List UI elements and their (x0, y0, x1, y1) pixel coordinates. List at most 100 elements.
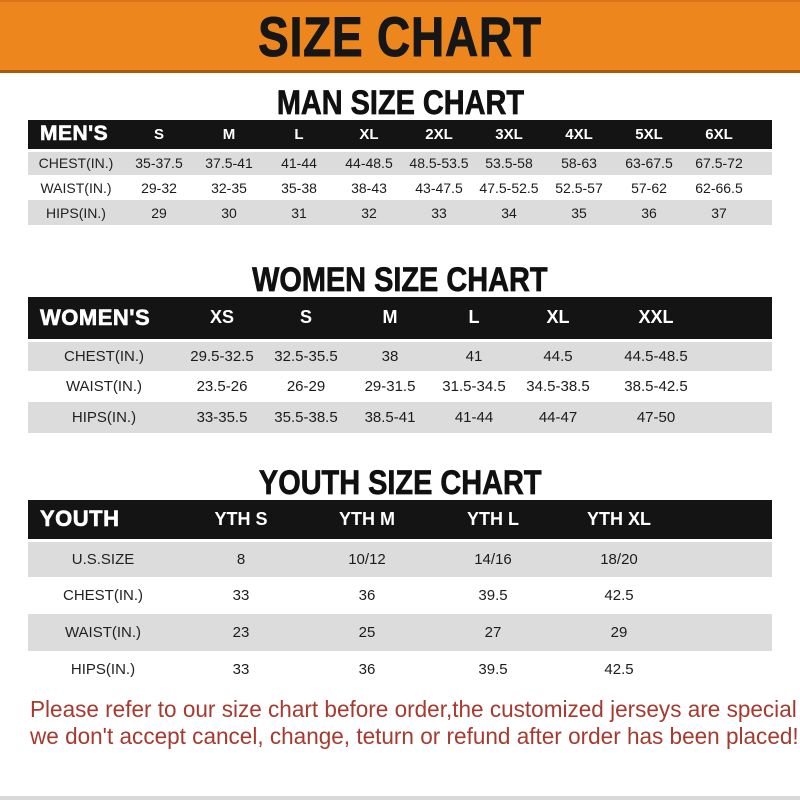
size-cell-spacer (712, 338, 772, 371)
column-header: L (294, 125, 304, 143)
size-cell: 36 (358, 661, 376, 678)
column-header: XXL (638, 307, 674, 328)
size-cell: 10/12 (304, 538, 430, 577)
youth-size-table: YOUTH YTH S YTH M YTH L YTH XL U.S.SIZE … (28, 500, 772, 688)
column-header: YTH XL (586, 508, 651, 529)
table-row: HIPS(IN.) 29 30 31 32 33 34 35 36 37 (28, 200, 772, 225)
size-cell: 14/16 (430, 538, 556, 577)
table-row: WAIST(IN.) 29-32 32-35 35-38 38-43 43-47… (28, 175, 772, 200)
youth-size-chart-title-text: YOUTH SIZE CHART (258, 464, 542, 502)
column-header: M (222, 125, 236, 143)
row-label: HIPS(IN.) (70, 661, 136, 678)
size-cell: 29-31.5 (364, 378, 416, 395)
size-cell: 32.5-35.5 (264, 338, 348, 371)
size-cell: 36 (358, 587, 376, 604)
size-cell: 47-50 (636, 409, 676, 426)
row-label: CHEST(IN.) (28, 148, 124, 175)
bottom-edge-divider (0, 796, 800, 800)
row-label: WAIST(IN.) (65, 378, 143, 395)
youth-table-label: YOUTH (40, 506, 120, 532)
size-cell: 26-29 (286, 378, 326, 395)
size-cell: 29 (151, 204, 167, 221)
size-cell: 33 (232, 587, 250, 604)
size-cell: 63-67.5 (614, 148, 684, 175)
table-row: U.S.SIZE 8 10/12 14/16 18/20 (28, 538, 772, 577)
size-cell: 41 (432, 338, 516, 371)
table-row: CHEST(IN.) 33 36 39.5 42.5 (28, 577, 772, 614)
size-cell: 29-32 (141, 179, 177, 196)
size-cell: 52.5-57 (555, 179, 603, 196)
column-header: 6XL (705, 125, 733, 143)
size-cell: 39.5 (478, 587, 508, 604)
size-cell: 57-62 (631, 179, 667, 196)
size-cell: 34 (501, 204, 517, 221)
women-size-chart-title: WOMEN SIZE CHART (0, 261, 800, 299)
size-cell: 31.5-34.5 (442, 378, 506, 395)
size-cell: 38-43 (351, 179, 387, 196)
size-cell: 67.5-72 (684, 148, 754, 175)
column-header: 3XL (495, 125, 523, 143)
size-cell-spacer (754, 148, 772, 175)
women-size-table: WOMEN'S XS S M L XL XXL CHEST(IN.) 29.5-… (28, 297, 772, 433)
row-label: HIPS(IN.) (71, 409, 137, 426)
size-cell: 8 (178, 538, 304, 577)
size-cell: 32-35 (211, 179, 247, 196)
size-cell: 48.5-53.5 (404, 148, 474, 175)
row-label: WAIST(IN.) (64, 624, 142, 641)
size-cell: 35 (571, 204, 587, 221)
size-cell-spacer (754, 200, 772, 225)
men-header-row: MEN'S S M L XL 2XL 3XL 4XL 5XL 6XL (28, 120, 772, 150)
table-row: WAIST(IN.) 23.5-26 26-29 29-31.5 31.5-34… (28, 371, 772, 402)
size-cell: 44-47 (538, 409, 578, 426)
disclaimer-line-1: Please refer to our size chart before or… (30, 696, 800, 722)
size-cell: 53.5-58 (474, 148, 544, 175)
size-cell: 43-47.5 (415, 179, 463, 196)
column-header: YTH M (339, 508, 395, 529)
disclaimer-line-2: we don't accept cancel, change, teturn o… (30, 723, 799, 749)
column-header: 4XL (565, 125, 593, 143)
women-size-chart-title-text: WOMEN SIZE CHART (252, 261, 548, 299)
size-cell-spacer (754, 175, 772, 200)
size-cell: 44-48.5 (334, 148, 404, 175)
size-cell: 23 (232, 624, 250, 641)
size-cell: 47.5-52.5 (479, 179, 539, 196)
size-cell: 39.5 (478, 661, 508, 678)
size-cell: 58-63 (544, 148, 614, 175)
size-cell: 38.5-41 (364, 409, 416, 426)
man-size-chart-title-text: MAN SIZE CHART (276, 84, 524, 122)
size-cell-spacer (712, 371, 772, 402)
size-cell: 33 (232, 661, 250, 678)
size-chart-banner: SIZE CHART (0, 0, 800, 73)
size-cell: 35-38 (281, 179, 317, 196)
column-header: S (153, 125, 164, 143)
column-header: S (299, 307, 312, 328)
row-label: HIPS(IN.) (46, 204, 106, 221)
row-label: U.S.SIZE (28, 538, 178, 577)
column-header-spacer (754, 120, 772, 150)
size-cell: 35.5-38.5 (274, 409, 338, 426)
row-label: WAIST(IN.) (40, 179, 112, 196)
size-cell: 35-37.5 (124, 148, 194, 175)
men-table-label: MEN'S (40, 122, 109, 146)
column-header: M (382, 307, 398, 328)
size-cell: 29.5-32.5 (180, 338, 264, 371)
size-cell: 62-66.5 (695, 179, 743, 196)
column-header: XL (359, 125, 379, 143)
size-cell: 32 (361, 204, 377, 221)
size-cell: 44.5-48.5 (600, 338, 712, 371)
youth-header-row: YOUTH YTH S YTH M YTH L YTH XL (28, 500, 772, 540)
youth-size-chart-title: YOUTH SIZE CHART (0, 464, 800, 502)
size-cell: 36 (641, 204, 657, 221)
column-header: XL (546, 307, 570, 328)
women-table-label: WOMEN'S (40, 304, 151, 330)
size-cell: 44.5 (516, 338, 600, 371)
size-cell: 42.5 (604, 661, 634, 678)
disclaimer: Please refer to our size chart before or… (30, 696, 800, 750)
men-size-table: MEN'S S M L XL 2XL 3XL 4XL 5XL 6XL CHEST… (28, 120, 772, 225)
size-cell: 38 (348, 338, 432, 371)
size-cell-spacer (682, 577, 772, 614)
size-cell: 25 (358, 624, 376, 641)
size-cell-spacer (682, 651, 772, 688)
size-cell: 30 (221, 204, 237, 221)
man-size-chart-title: MAN SIZE CHART (0, 84, 800, 122)
